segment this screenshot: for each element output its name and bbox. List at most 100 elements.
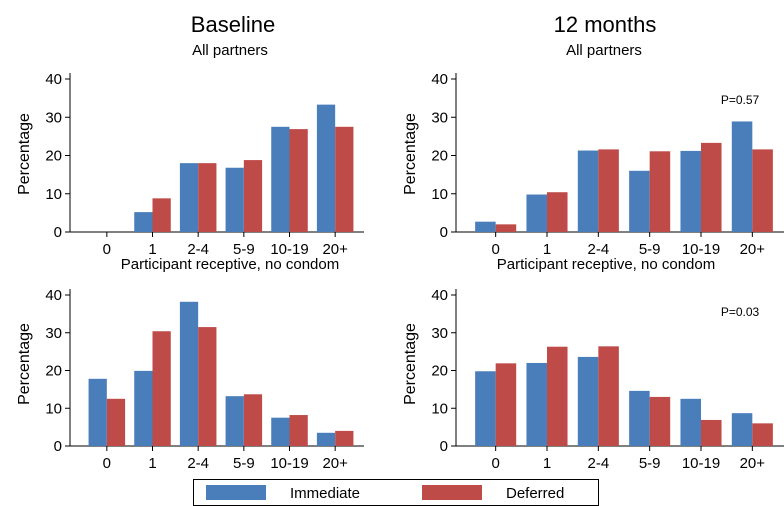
column-title-baseline: Baseline [190, 12, 276, 37]
bar-baseline-receptive-immediate-0 [88, 378, 107, 446]
x-tick-label-baseline-all-4: 10-19 [270, 241, 308, 258]
bar-baseline-receptive-deferred-3 [243, 394, 263, 446]
bar-12m-all-deferred-2 [598, 149, 619, 232]
bar-12m-receptive-immediate-2 [577, 356, 599, 446]
bar-12m-receptive-deferred-2 [598, 346, 619, 446]
legend-label-deferred: Deferred [506, 485, 565, 502]
x-tick-label-baseline-all-1: 1 [148, 241, 156, 258]
panel-subtitle-baseline-receptive: Participant receptive, no condom [120, 256, 340, 273]
bar-baseline-all-deferred-1 [152, 198, 171, 232]
x-tick-label-baseline-all-0: 0 [103, 241, 111, 258]
bar-baseline-all-deferred-3 [243, 160, 263, 232]
panel-subtitle-baseline-all: All partners [192, 42, 268, 59]
bar-12m-all-immediate-2 [577, 150, 599, 232]
bar-baseline-receptive-immediate-2 [179, 301, 199, 446]
bar-baseline-all-immediate-4 [271, 126, 290, 232]
x-tick-label-12m-all-5: 20+ [740, 241, 766, 258]
bar-baseline-receptive-immediate-1 [134, 370, 153, 446]
bar-12m-receptive-immediate-4 [680, 398, 701, 446]
bar-baseline-receptive-deferred-0 [106, 398, 126, 446]
bar-12m-all-deferred-3 [649, 151, 671, 232]
bar-baseline-all-immediate-3 [225, 167, 244, 232]
x-tick-label-baseline-receptive-3: 5-9 [233, 455, 255, 472]
bar-12m-receptive-immediate-0 [475, 371, 496, 446]
x-tick-label-baseline-all-5: 20+ [322, 241, 348, 258]
x-tick-label-baseline-receptive-5: 20+ [322, 455, 348, 472]
legend-label-immediate: Immediate [290, 485, 361, 502]
y-tick-label-baseline-receptive-10: 10 [45, 400, 62, 417]
y-tick-label-12m-receptive-30: 30 [431, 325, 448, 342]
x-tick-label-12m-receptive-0: 0 [491, 455, 499, 472]
bar-baseline-receptive-immediate-5 [316, 432, 336, 446]
x-tick-label-12m-all-1: 1 [543, 241, 551, 258]
x-tick-label-12m-all-0: 0 [491, 241, 499, 258]
bar-12m-all-deferred-0 [495, 224, 517, 232]
bar-baseline-receptive-deferred-4 [289, 415, 308, 446]
p-value-annotation-12m-receptive: P=0.03 [721, 305, 760, 319]
x-tick-label-12m-receptive-1: 1 [543, 455, 551, 472]
y-tick-label-12m-receptive-20: 20 [431, 363, 448, 380]
x-tick-label-baseline-receptive-1: 1 [148, 455, 156, 472]
panel-subtitle-12m-receptive: Participant receptive, no condom [496, 256, 716, 273]
bar-12m-receptive-immediate-5 [731, 413, 753, 446]
x-tick-label-baseline-receptive-0: 0 [103, 455, 111, 472]
bar-12m-receptive-deferred-0 [495, 363, 517, 446]
bar-baseline-receptive-deferred-2 [198, 327, 217, 446]
bar-12m-all-immediate-5 [731, 121, 753, 232]
y-tick-label-12m-all-10: 10 [431, 186, 448, 203]
bar-baseline-all-immediate-5 [316, 104, 336, 232]
bar-12m-all-deferred-5 [752, 149, 773, 232]
bar-12m-receptive-immediate-1 [526, 362, 547, 446]
x-tick-label-12m-all-4: 10-19 [682, 241, 720, 258]
y-tick-label-baseline-receptive-30: 30 [45, 325, 62, 342]
bar-baseline-all-immediate-1 [134, 212, 153, 232]
column-title-12-months: 12 months [553, 12, 657, 37]
y-tick-label-baseline-all-0: 0 [54, 224, 62, 241]
bar-baseline-receptive-immediate-4 [271, 417, 290, 446]
bar-baseline-receptive-immediate-3 [225, 396, 244, 446]
bar-12m-receptive-deferred-1 [547, 346, 568, 446]
y-tick-label-12m-receptive-10: 10 [431, 400, 448, 417]
y-tick-label-baseline-receptive-0: 0 [54, 438, 62, 455]
y-tick-label-12m-all-20: 20 [431, 148, 448, 165]
bar-baseline-receptive-deferred-5 [335, 430, 354, 446]
y-tick-label-12m-all-0: 0 [440, 224, 448, 241]
bar-12m-all-immediate-4 [680, 150, 701, 232]
y-tick-label-12m-receptive-0: 0 [440, 438, 448, 455]
y-tick-label-baseline-receptive-20: 20 [45, 363, 62, 380]
legend-swatch-deferred [422, 485, 482, 500]
bar-baseline-all-deferred-4 [289, 129, 308, 232]
bar-12m-all-deferred-4 [701, 142, 722, 232]
x-tick-label-12m-all-3: 5-9 [639, 241, 661, 258]
bar-12m-all-immediate-1 [526, 194, 547, 232]
bar-baseline-all-deferred-5 [335, 126, 354, 232]
y-tick-label-12m-all-40: 40 [431, 71, 448, 88]
bar-12m-receptive-deferred-4 [701, 419, 722, 446]
bar-baseline-receptive-deferred-1 [152, 331, 171, 446]
x-tick-label-baseline-receptive-4: 10-19 [270, 455, 308, 472]
legend: Immediate Deferred [193, 479, 599, 506]
bar-12m-all-deferred-1 [547, 192, 568, 232]
y-tick-label-baseline-all-20: 20 [45, 148, 62, 165]
y-tick-label-baseline-all-30: 30 [45, 109, 62, 126]
x-tick-label-baseline-receptive-2: 2-4 [187, 455, 209, 472]
y-tick-label-baseline-all-40: 40 [45, 71, 62, 88]
x-tick-label-12m-receptive-2: 2-4 [587, 455, 609, 472]
bar-12m-receptive-deferred-5 [752, 423, 773, 446]
bar-12m-all-immediate-0 [475, 221, 496, 232]
x-tick-label-12m-receptive-3: 5-9 [639, 455, 661, 472]
bar-12m-all-immediate-3 [629, 170, 650, 232]
bar-12m-receptive-deferred-3 [649, 396, 671, 446]
p-value-annotation-12m-all: P=0.57 [721, 93, 760, 107]
panel-subtitle-12m-all: All partners [566, 42, 642, 59]
bar-baseline-all-deferred-2 [198, 163, 217, 232]
x-tick-label-baseline-all-2: 2-4 [187, 241, 209, 258]
y-tick-label-baseline-receptive-40: 40 [45, 287, 62, 304]
bar-baseline-all-immediate-2 [179, 163, 199, 232]
bar-12m-receptive-immediate-3 [629, 390, 650, 446]
y-tick-label-12m-receptive-40: 40 [431, 287, 448, 304]
y-tick-label-baseline-all-10: 10 [45, 186, 62, 203]
legend-swatch-immediate [206, 485, 266, 500]
x-tick-label-12m-receptive-5: 20+ [740, 455, 766, 472]
